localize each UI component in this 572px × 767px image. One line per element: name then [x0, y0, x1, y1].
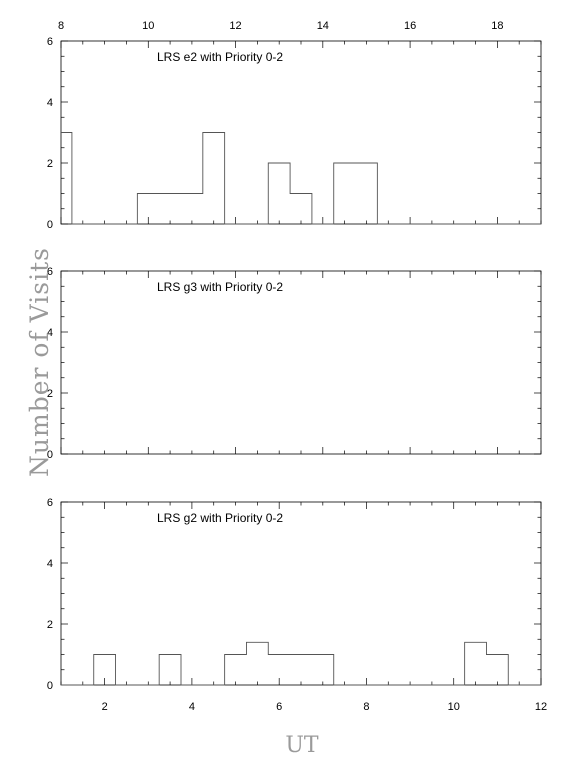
y-tick-label: 4 [47, 327, 53, 339]
panel-3: 0 2 4 6 2 4 6 8 10 12 LRS g2 with Priority 0-2 [47, 497, 547, 713]
y-tick-label: 4 [47, 558, 53, 570]
plot-frame [60, 270, 542, 455]
y-tick-label: 6 [47, 36, 53, 48]
y-tick-label: 0 [47, 449, 53, 461]
histogram-bar [137, 194, 202, 225]
x-tick-label-top: 10 [142, 20, 154, 32]
panel-title: LRS g2 with Priority 0-2 [157, 511, 283, 525]
y-tick-label: 6 [47, 497, 53, 509]
x-tick-label-top: 12 [229, 20, 241, 32]
histogram-bar [225, 655, 247, 686]
panel-2: 0 2 4 6 LRS g3 with Priority 0-2 [47, 266, 542, 461]
y-tick-label: 0 [47, 219, 53, 231]
panel-1: 0 2 4 68 10 12 14 16 18 LRS e2 with Priority 0-2 [47, 20, 542, 231]
histogram-bar [486, 655, 508, 686]
panel-title: LRS e2 with Priority 0-2 [157, 50, 283, 64]
histogram-steps [61, 641, 541, 686]
histogram-bar [159, 655, 181, 686]
plot-frame [60, 501, 542, 686]
y-tick-label: 2 [47, 388, 53, 400]
histogram-bar [246, 642, 268, 685]
x-tick-label-top: 18 [491, 20, 503, 32]
y-tick-label: 2 [47, 158, 53, 170]
histogram-bar [268, 655, 333, 686]
x-tick-label-bottom: 8 [363, 701, 369, 713]
x-tick-label-bottom: 2 [102, 701, 108, 713]
y-tick-label: 0 [47, 680, 53, 692]
panel-title: LRS g3 with Priority 0-2 [157, 280, 283, 294]
x-axis-label: UT [285, 733, 319, 758]
y-tick-label: 4 [47, 97, 53, 109]
x-tick-label-top: 16 [404, 20, 416, 32]
histogram-steps [61, 132, 541, 225]
y-tick-label: 2 [47, 619, 53, 631]
histogram-bar [290, 194, 312, 225]
plot-frame [60, 40, 542, 225]
x-tick-label-bottom: 12 [535, 701, 547, 713]
x-tick-label-bottom: 6 [276, 701, 282, 713]
histogram-bar [203, 133, 225, 225]
y-tick-label: 6 [47, 266, 53, 278]
x-tick-label-bottom: 10 [448, 701, 460, 713]
x-tick-label-bottom: 4 [189, 701, 195, 713]
histogram-bar [268, 163, 290, 224]
histogram-bar [465, 642, 487, 685]
histogram-bar [334, 163, 378, 224]
x-tick-label-top: 8 [58, 20, 64, 32]
x-tick-label-top: 14 [317, 20, 329, 32]
y-axis-label: Number of Visits [25, 247, 54, 477]
